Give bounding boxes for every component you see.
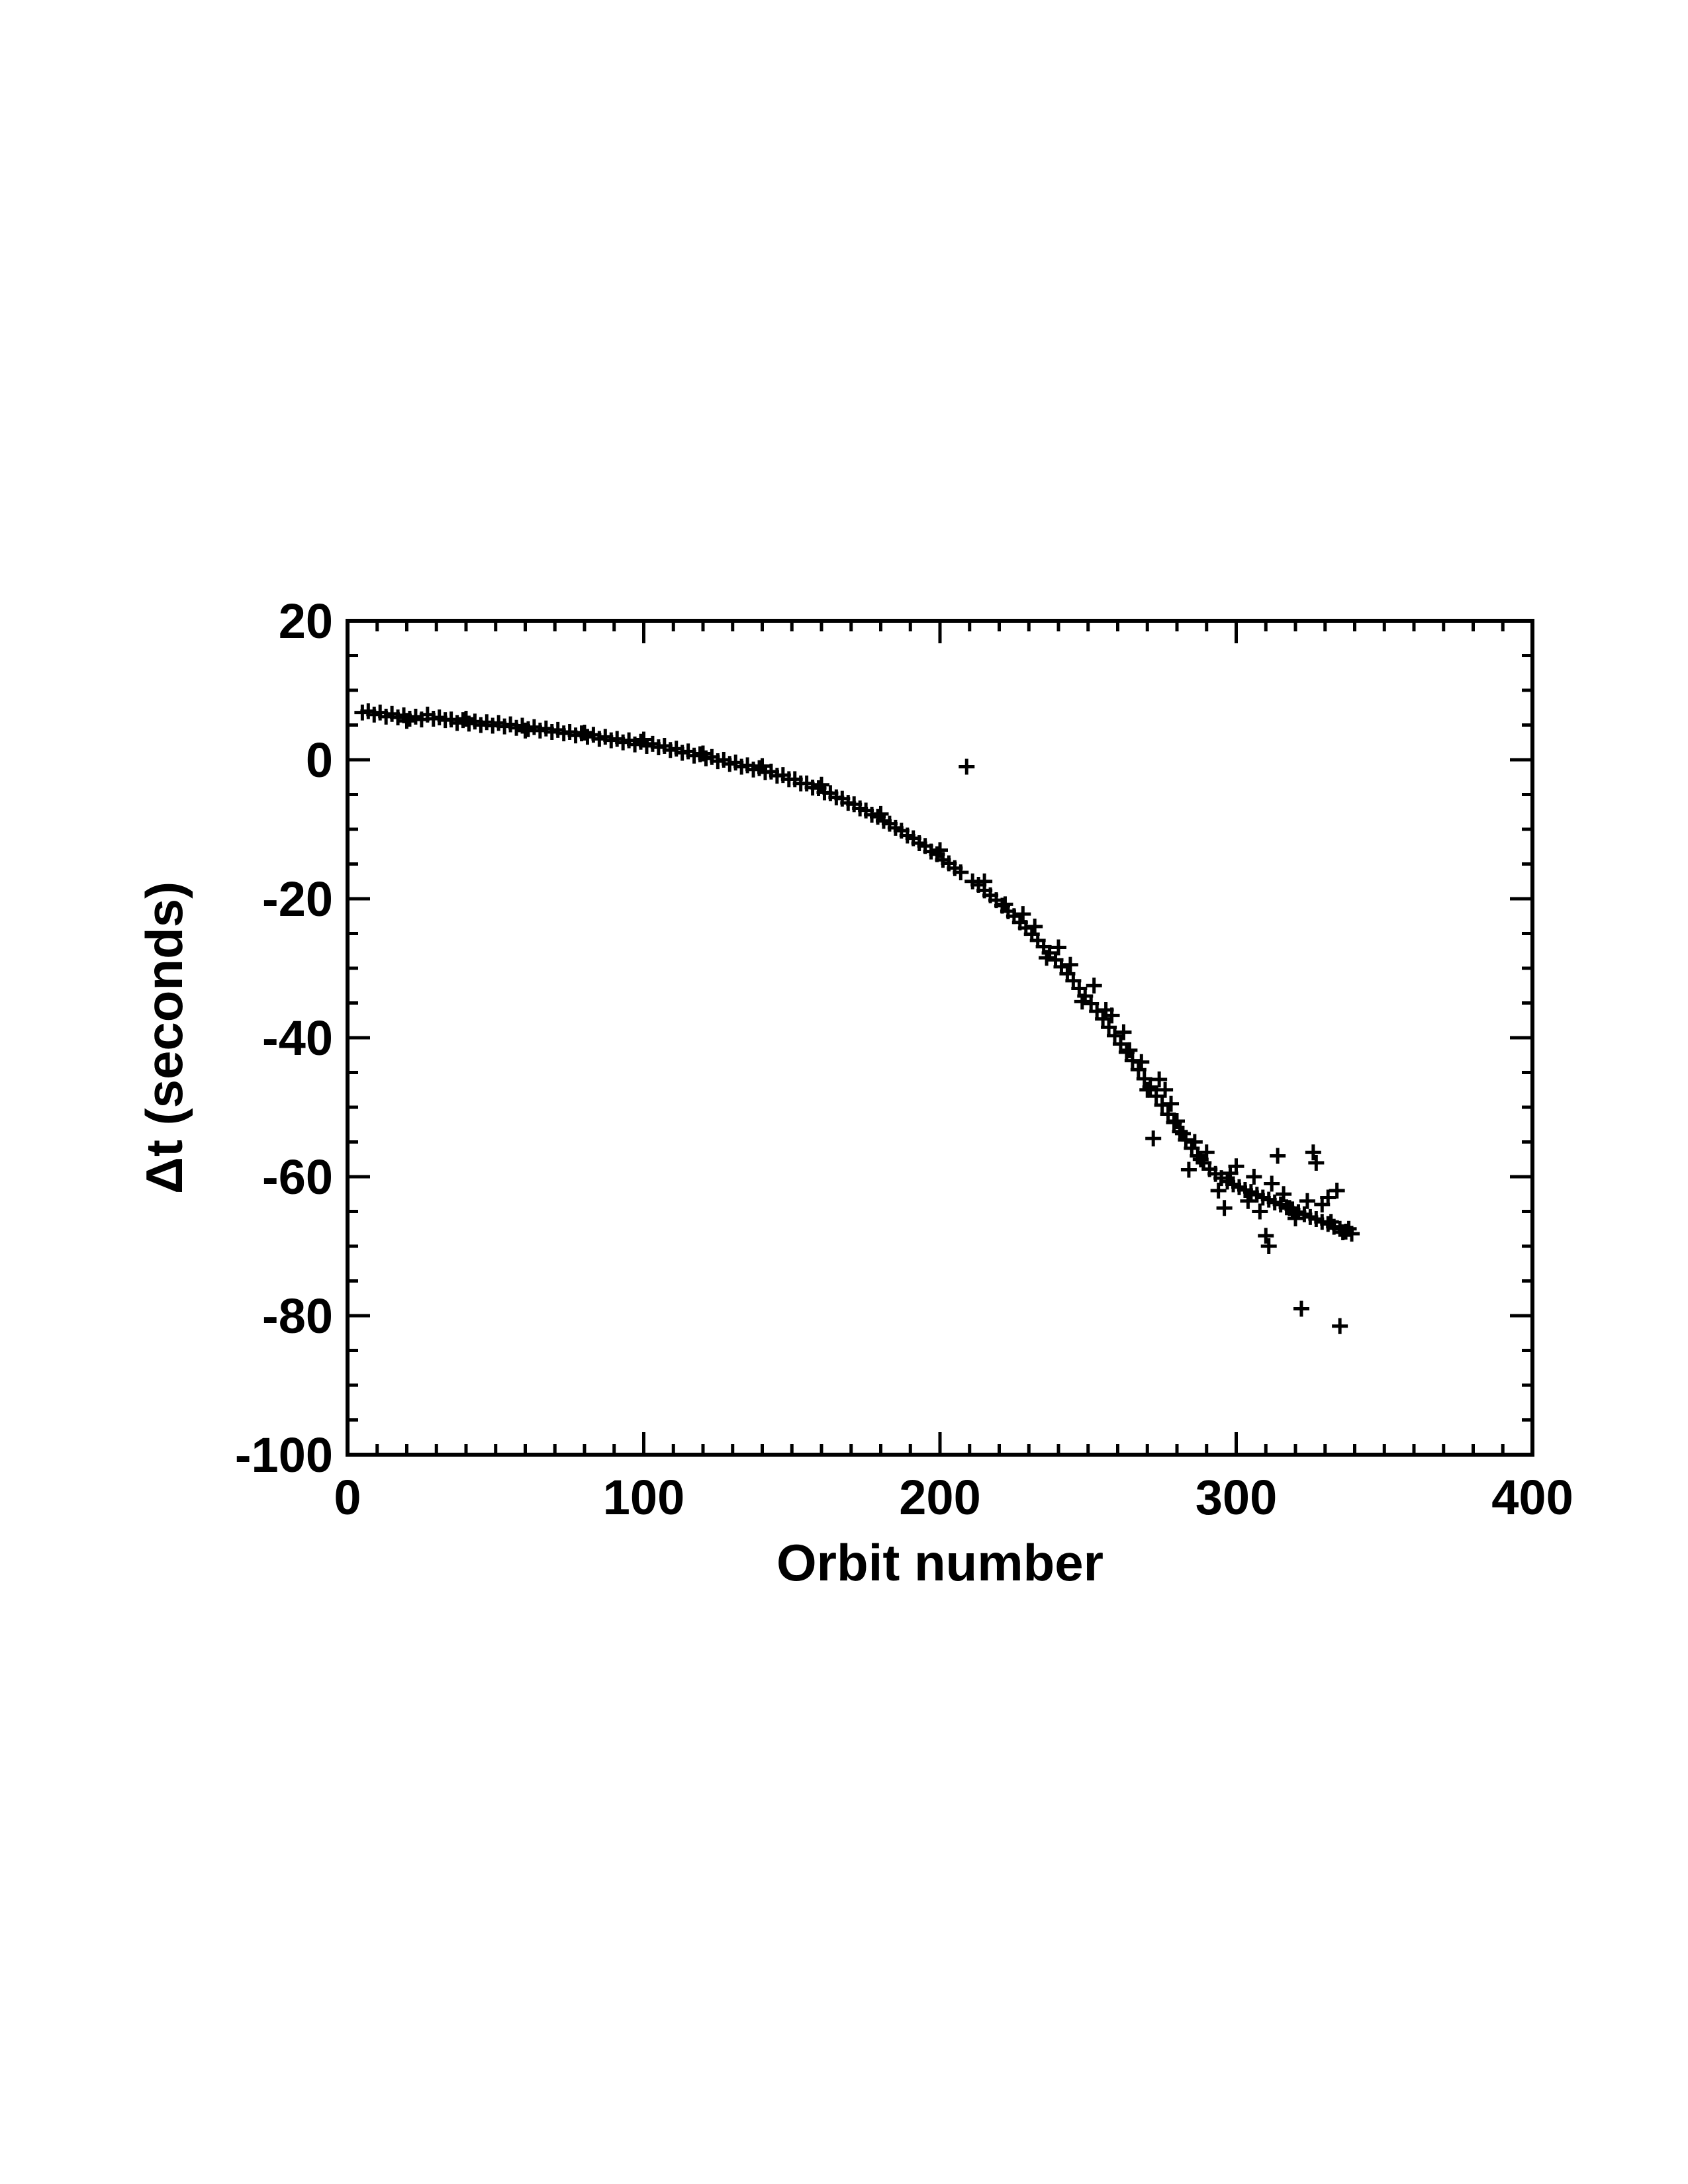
data-point <box>1136 1070 1152 1087</box>
data-point <box>1015 906 1031 923</box>
data-points <box>354 703 1360 1334</box>
data-point <box>1320 1189 1336 1206</box>
data-point <box>1101 1019 1117 1036</box>
x-tick-labels: 0 100 200 300 400 <box>334 1470 1573 1525</box>
data-point <box>1174 1125 1191 1142</box>
x-tick-label: 300 <box>1196 1470 1277 1525</box>
y-tick-labels: 20 0 -20 -40 -60 -80 -100 <box>235 594 333 1482</box>
data-point <box>458 711 474 727</box>
data-point <box>1133 1054 1150 1070</box>
data-point <box>1112 1036 1129 1052</box>
data-point <box>1157 1081 1174 1098</box>
y-tick-label: -60 <box>262 1150 333 1205</box>
data-point <box>1216 1200 1233 1216</box>
data-point <box>1163 1095 1180 1112</box>
data-point <box>1107 1027 1123 1044</box>
data-point <box>976 873 993 889</box>
data-point <box>1145 1130 1162 1147</box>
y-axis-title: Δt (seconds) <box>135 882 193 1194</box>
data-point <box>1074 993 1090 1010</box>
y-tick-label: -20 <box>262 872 333 927</box>
data-point <box>959 758 975 775</box>
data-point <box>1332 1318 1348 1334</box>
data-point <box>1270 1148 1286 1164</box>
data-point <box>1246 1169 1262 1185</box>
data-point <box>1228 1158 1244 1175</box>
data-point <box>1121 1042 1138 1058</box>
data-point <box>1180 1161 1197 1178</box>
data-point <box>1039 950 1055 966</box>
data-point <box>1027 919 1043 934</box>
data-point <box>1252 1203 1268 1220</box>
plot-area <box>346 619 1534 1457</box>
data-point <box>1260 1238 1277 1254</box>
data-point <box>1095 1011 1111 1027</box>
data-point <box>1308 1155 1325 1171</box>
data-point <box>399 713 415 729</box>
data-point <box>997 896 1013 913</box>
data-point <box>1169 1113 1185 1129</box>
data-point <box>1293 1300 1309 1317</box>
data-point <box>1115 1024 1132 1040</box>
data-point <box>1305 1144 1321 1161</box>
data-point <box>754 758 771 774</box>
y-tick-label: 0 <box>306 733 333 788</box>
data-point <box>1258 1228 1274 1244</box>
data-point <box>814 776 829 793</box>
data-point <box>1323 1214 1339 1230</box>
data-point <box>1103 1007 1120 1024</box>
data-point <box>695 745 711 762</box>
data-point <box>1276 1186 1292 1203</box>
y-tick-label: 20 <box>279 594 333 649</box>
y-tick-label: -80 <box>262 1289 333 1343</box>
data-point <box>1160 1106 1176 1122</box>
data-point <box>1198 1144 1215 1161</box>
data-point <box>1118 1044 1135 1061</box>
data-point <box>1051 939 1066 956</box>
data-point <box>1288 1210 1303 1226</box>
x-tick-label: 400 <box>1491 1470 1573 1525</box>
data-point <box>1340 1220 1357 1237</box>
data-point <box>1240 1193 1256 1209</box>
data-point <box>1329 1183 1345 1199</box>
data-point <box>1186 1134 1203 1150</box>
data-point <box>1086 978 1102 994</box>
data-point <box>1299 1193 1315 1209</box>
data-point <box>1172 1123 1188 1140</box>
x-tick-label: 0 <box>334 1470 361 1525</box>
y-tick-label: -100 <box>235 1428 333 1482</box>
data-point <box>1062 956 1078 973</box>
data-point <box>577 725 592 741</box>
data-point <box>517 722 534 739</box>
axis-ticks <box>346 619 1534 1457</box>
data-point <box>932 842 948 858</box>
data-point <box>1210 1183 1227 1199</box>
data-point <box>872 805 889 822</box>
data-point <box>1151 1071 1168 1087</box>
x-tick-label: 200 <box>899 1470 980 1525</box>
data-point <box>1282 1200 1298 1216</box>
data-point <box>635 731 652 748</box>
x-axis-title: Orbit number <box>776 1533 1103 1592</box>
data-point <box>1139 1081 1156 1098</box>
data-point <box>1264 1175 1280 1192</box>
data-point <box>1142 1079 1158 1095</box>
plot-frame <box>346 619 1534 1457</box>
data-point <box>953 864 969 881</box>
data-point <box>1148 1088 1164 1105</box>
y-tick-label: -40 <box>262 1011 333 1066</box>
x-tick-label: 100 <box>603 1470 684 1525</box>
data-point <box>1130 1062 1147 1078</box>
